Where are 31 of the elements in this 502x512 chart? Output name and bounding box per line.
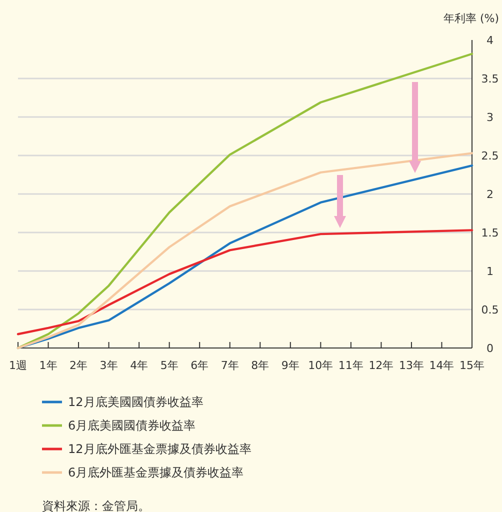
y-tick-label: 1 — [486, 265, 494, 278]
x-tick-label: 1週 — [9, 359, 27, 372]
y-tick-label: 0.5 — [481, 304, 499, 316]
source-note: 資料來源：金管局。 — [42, 499, 150, 512]
x-tick-label: 3年 — [100, 359, 118, 372]
x-tick-label: 5年 — [160, 359, 178, 372]
x-tick-label: 1年 — [39, 359, 58, 372]
x-tick-label: 14年 — [429, 359, 454, 372]
y-tick-label: 1.5 — [481, 226, 499, 240]
y-tick-label: 0 — [486, 342, 494, 355]
legend-label: 6月底外匯基金票據及債券收益率 — [68, 466, 244, 480]
y-tick-label: 2 — [486, 188, 494, 201]
y-tick-label: 3.5 — [481, 72, 499, 86]
x-tick-label: 7年 — [220, 359, 239, 372]
legend-label: 12月底外匯基金票據及債券收益率 — [68, 442, 252, 456]
x-tick-label: 15年 — [460, 359, 484, 372]
x-tick-label: 8年 — [251, 359, 270, 372]
legend-label: 12月底美國國債券收益率 — [68, 395, 204, 409]
x-tick-label: 6年 — [190, 359, 209, 372]
y-tick-label: 2.5 — [481, 150, 499, 162]
x-tick-label: 9年 — [281, 359, 300, 372]
legend-label: 6月底美國國債券收益率 — [68, 418, 196, 432]
x-tick-label: 12年 — [368, 359, 394, 372]
x-tick-label: 2年 — [70, 359, 88, 372]
y-tick-label: 4 — [486, 34, 494, 47]
x-tick-label: 10年 — [308, 359, 334, 372]
y-tick-label: 3 — [486, 111, 494, 124]
x-tick-label: 11年 — [338, 359, 364, 372]
x-tick-label: 4年 — [130, 359, 148, 372]
y-axis-title: 年利率 (%) — [443, 12, 499, 25]
x-tick-label: 13年 — [398, 359, 424, 372]
